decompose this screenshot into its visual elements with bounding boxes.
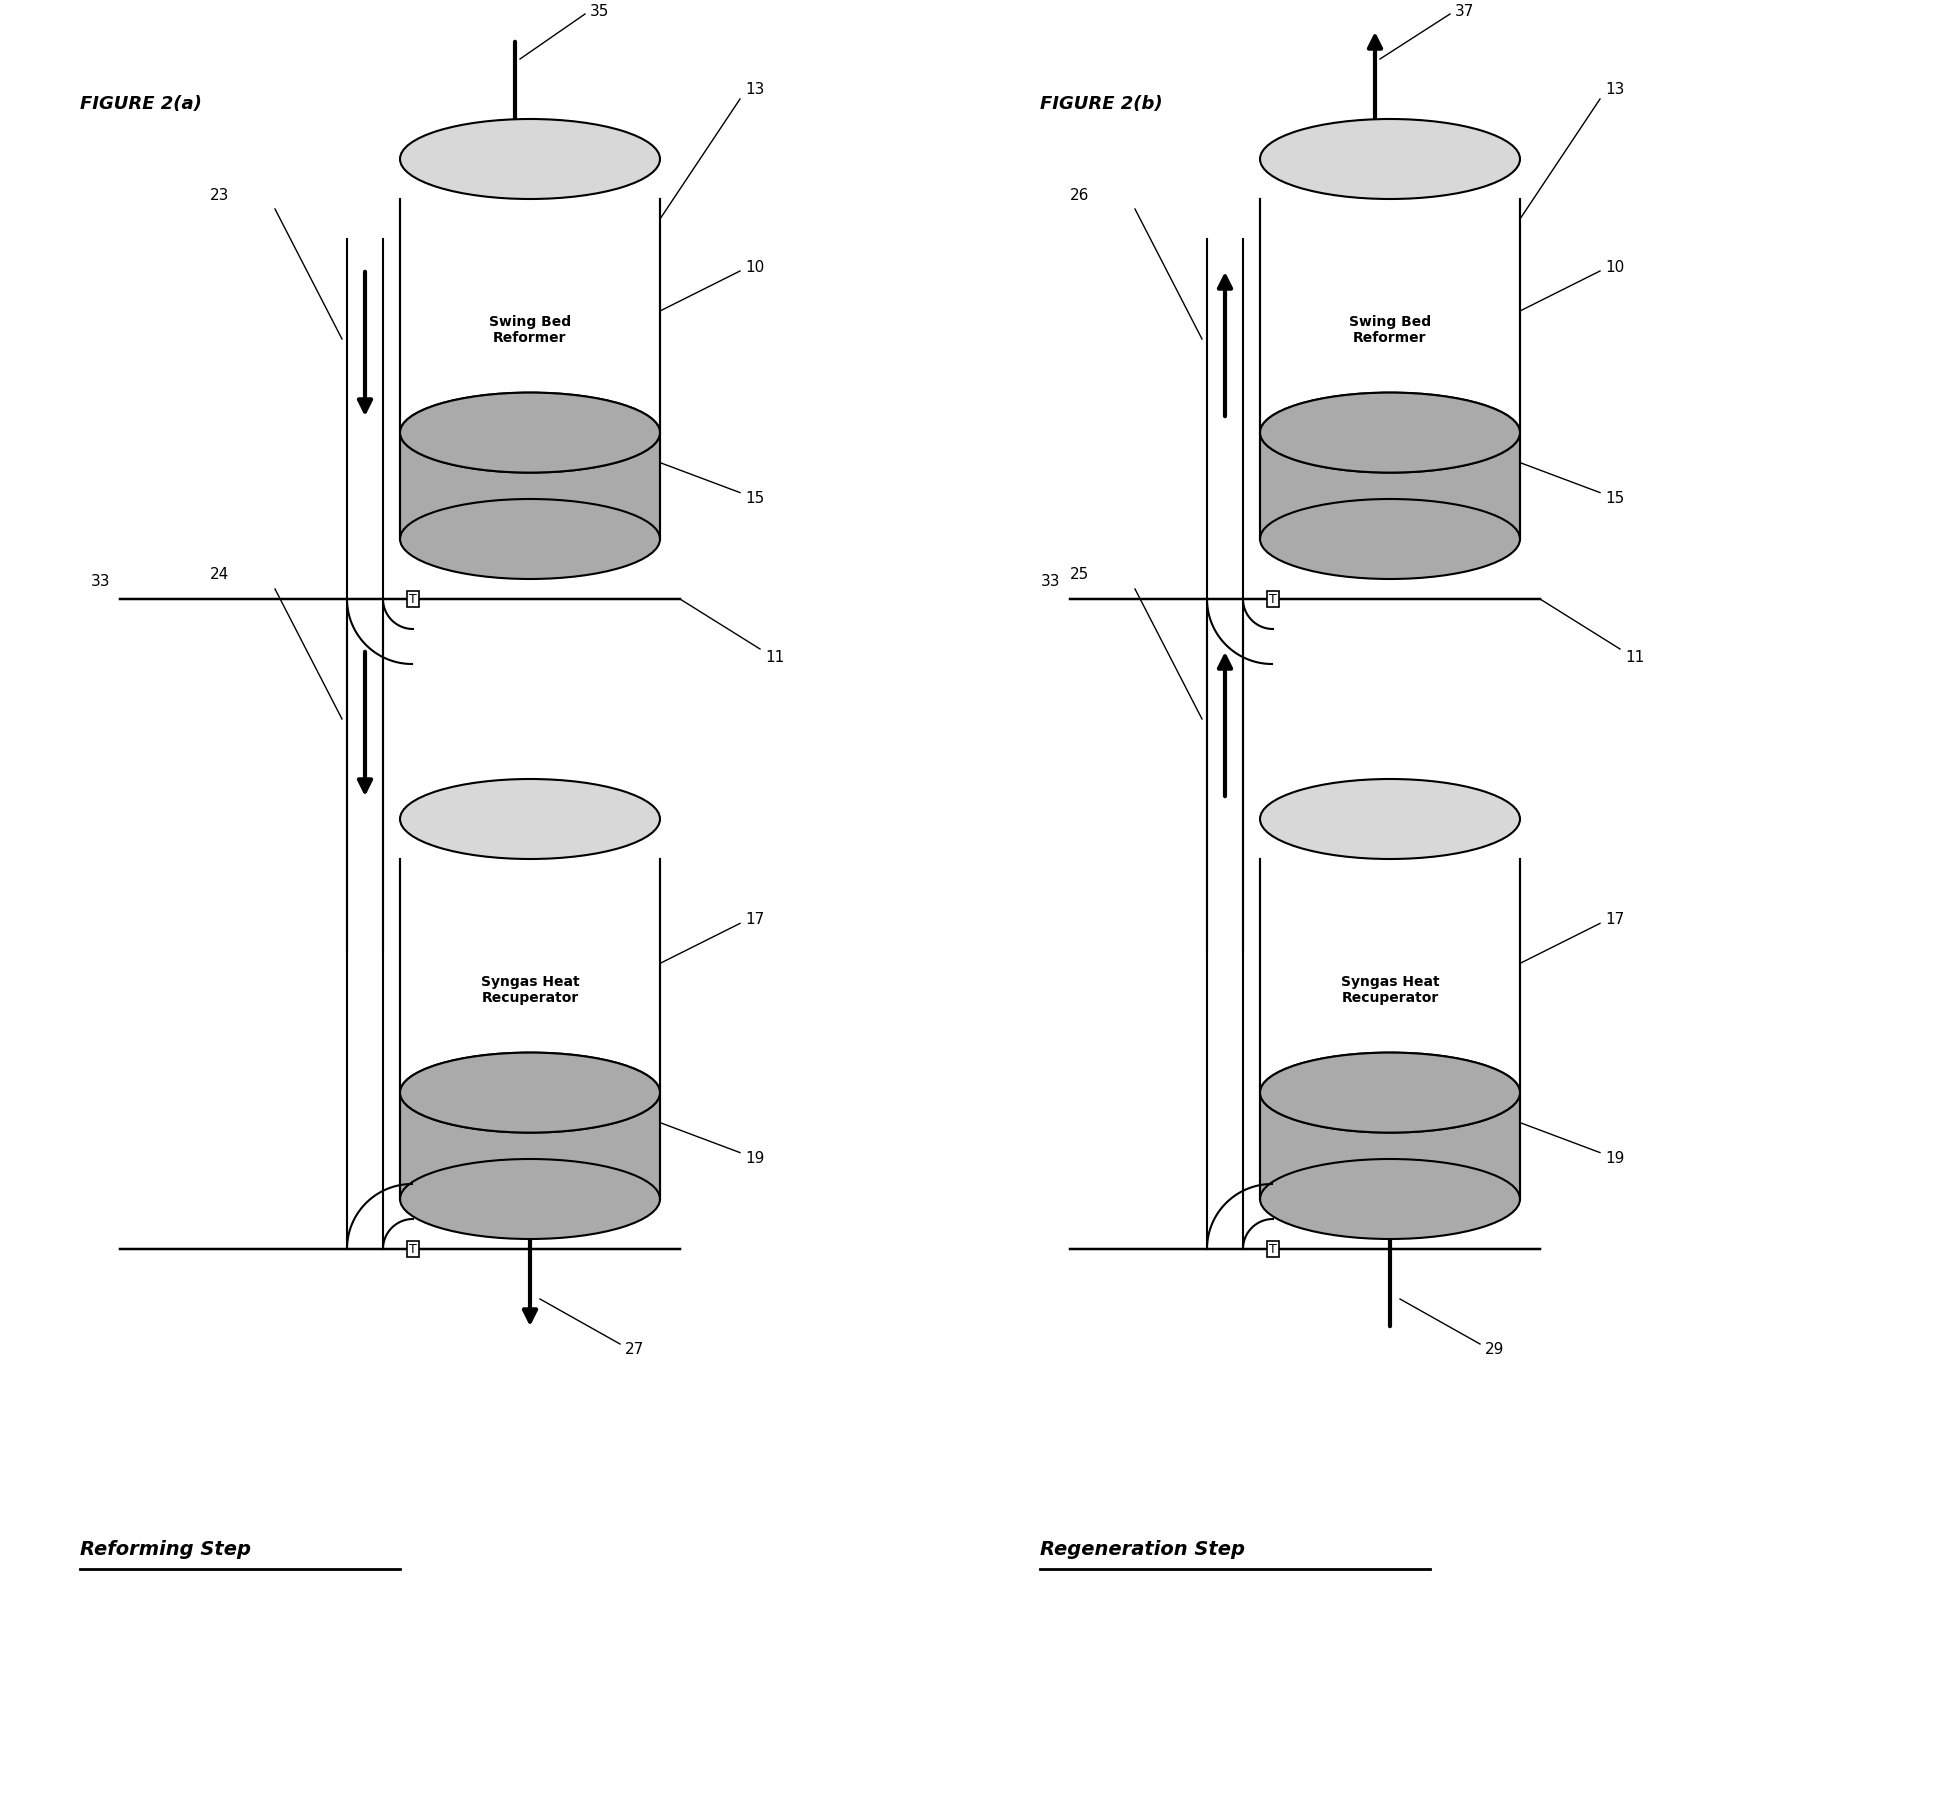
Text: Syngas Heat
Recuperator: Syngas Heat Recuperator [480, 975, 579, 1005]
Bar [1260, 433, 1520, 540]
Text: 15: 15 [745, 491, 765, 505]
Text: Syngas Heat
Recuperator: Syngas Heat Recuperator [1342, 975, 1438, 1005]
Bar [1260, 200, 1520, 433]
Text: Regeneration Step: Regeneration Step [1040, 1540, 1245, 1560]
Ellipse shape [401, 1159, 660, 1240]
Text: 19: 19 [745, 1150, 765, 1166]
Text: 37: 37 [1456, 4, 1475, 20]
Text: T: T [408, 1244, 416, 1256]
Ellipse shape [1260, 393, 1520, 473]
Ellipse shape [1260, 500, 1520, 579]
Ellipse shape [1260, 1052, 1520, 1134]
Ellipse shape [1260, 393, 1520, 473]
Text: FIGURE 2(b): FIGURE 2(b) [1040, 96, 1164, 114]
Text: Swing Bed
Reformer: Swing Bed Reformer [490, 314, 571, 345]
Bar [401, 200, 660, 540]
Text: 25: 25 [1071, 567, 1090, 583]
Bar [1260, 859, 1520, 1094]
Ellipse shape [401, 1052, 660, 1134]
Bar [1260, 200, 1520, 540]
Bar [401, 859, 660, 1094]
Ellipse shape [401, 119, 660, 200]
Text: Swing Bed
Reformer: Swing Bed Reformer [1349, 314, 1431, 345]
Text: Reforming Step: Reforming Step [79, 1540, 252, 1560]
Text: 29: 29 [1485, 1341, 1504, 1357]
Text: 23: 23 [209, 188, 228, 202]
Bar [401, 433, 660, 540]
Ellipse shape [401, 393, 660, 473]
Text: 26: 26 [1071, 188, 1090, 202]
Text: 17: 17 [745, 912, 765, 926]
Text: FIGURE 2(a): FIGURE 2(a) [79, 96, 201, 114]
Bar [401, 1094, 660, 1199]
Text: T: T [408, 594, 416, 606]
Ellipse shape [1260, 1159, 1520, 1240]
Ellipse shape [1260, 1052, 1520, 1134]
Ellipse shape [401, 780, 660, 859]
Bar [1260, 859, 1520, 1199]
Ellipse shape [1260, 119, 1520, 200]
Text: 11: 11 [765, 650, 784, 664]
Bar [401, 200, 660, 433]
Text: 15: 15 [1605, 491, 1624, 505]
Text: T: T [1270, 1244, 1278, 1256]
Text: 13: 13 [1605, 83, 1624, 97]
Text: 13: 13 [745, 83, 765, 97]
Ellipse shape [401, 393, 660, 473]
Bar [1260, 1094, 1520, 1199]
Text: 10: 10 [1605, 260, 1624, 274]
Text: 33: 33 [1040, 574, 1061, 588]
Ellipse shape [401, 1052, 660, 1134]
Text: 17: 17 [1605, 912, 1624, 926]
Text: T: T [1270, 594, 1278, 606]
Text: 10: 10 [745, 260, 765, 274]
Text: 27: 27 [625, 1341, 645, 1357]
Ellipse shape [401, 500, 660, 579]
Text: 24: 24 [209, 567, 228, 583]
Text: 35: 35 [590, 4, 610, 20]
Text: 19: 19 [1605, 1150, 1624, 1166]
Text: 33: 33 [91, 574, 110, 588]
Bar [401, 859, 660, 1199]
Text: 11: 11 [1624, 650, 1644, 664]
Ellipse shape [1260, 780, 1520, 859]
